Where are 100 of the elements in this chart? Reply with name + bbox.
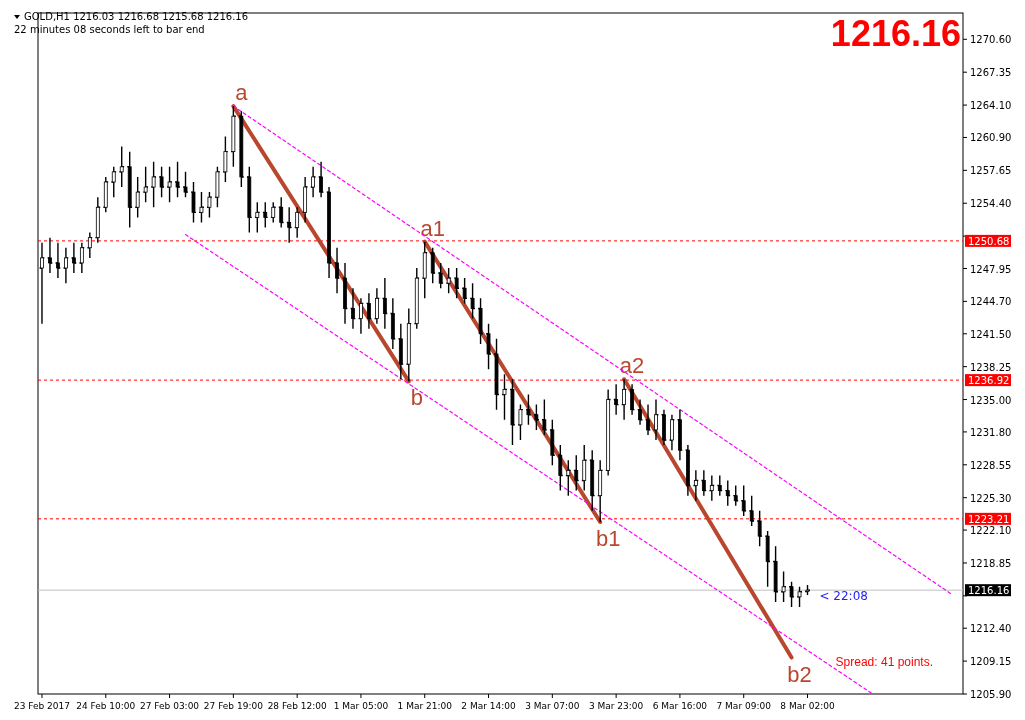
y-tick-label: 1209.15 (970, 656, 1012, 668)
candlestick (622, 378, 626, 421)
candlestick (662, 408, 666, 446)
candlestick (701, 469, 706, 497)
candlestick (87, 231, 92, 259)
candlestick (582, 444, 587, 492)
y-tick-label: 1228.55 (970, 459, 1012, 471)
y-tick-label: 1260.90 (970, 132, 1012, 144)
candlestick (654, 398, 658, 441)
candlestick (630, 383, 634, 416)
candlestick (40, 242, 44, 325)
x-tick-label: 1 Mar 21:00 (397, 701, 453, 711)
ref-line-label: 1223.21 (968, 513, 1010, 525)
candlestick (127, 150, 132, 229)
candlestick (638, 398, 642, 426)
candlestick (494, 338, 499, 411)
annotation: < 22:08 (819, 589, 868, 604)
candlestick (781, 570, 786, 603)
candlestick (335, 247, 339, 294)
y-tick-label: 1241.50 (970, 328, 1012, 340)
x-tick-label: 24 Feb 10:00 (76, 701, 136, 711)
candlestick (223, 135, 228, 183)
candlestick (191, 181, 196, 224)
candlestick (247, 166, 252, 234)
candlestick (693, 469, 698, 502)
candlestick (103, 176, 108, 214)
candlestick (741, 484, 746, 517)
chart-title: GOLD,H1 1216.03 1216.68 1215.68 1216.16 (24, 11, 249, 22)
x-tick-label: 1 Mar 05:00 (333, 701, 389, 711)
y-tick-label: 1264.10 (970, 100, 1012, 112)
candlestick (56, 242, 60, 279)
x-tick-label: 27 Feb 03:00 (140, 701, 200, 711)
candlestick (733, 484, 738, 507)
candlestick (343, 262, 347, 325)
candlestick (678, 408, 682, 461)
x-tick-label: 23 Feb 2017 (13, 701, 70, 711)
candlestick (48, 236, 52, 274)
candlestick (446, 267, 451, 294)
candlestick (295, 206, 300, 239)
candlestick (279, 196, 284, 229)
candlestick (789, 580, 794, 608)
ref-line-label: 1250.68 (968, 235, 1010, 247)
ref-line-label: 1216.16 (968, 585, 1010, 597)
annotation: 1216.16 (830, 13, 961, 54)
candlestick (534, 403, 539, 431)
candlestick (183, 171, 188, 198)
candlestick (64, 247, 68, 284)
y-tick-label: 1247.95 (970, 263, 1012, 275)
candlestick (470, 282, 475, 320)
candlestick (159, 166, 164, 198)
candlestick (231, 105, 236, 168)
candlestick (375, 287, 379, 325)
candlestick (773, 545, 778, 603)
x-tick-label: 2 Mar 14:00 (461, 701, 516, 711)
data-label: a (235, 80, 249, 106)
candlestick (111, 166, 116, 198)
candlestick (717, 474, 722, 497)
candlestick (454, 267, 459, 300)
candlestick (804, 584, 811, 596)
candlestick (462, 277, 467, 305)
candlestick (287, 206, 292, 244)
candlestick (151, 161, 156, 208)
candlestick (414, 267, 419, 330)
y-tick-label: 1257.65 (970, 165, 1012, 177)
x-tick-label: 7 Mar 09:00 (716, 701, 772, 711)
candlestick (646, 403, 650, 436)
x-tick-label: 6 Mar 16:00 (652, 701, 708, 711)
candlestick (351, 287, 355, 330)
candlestick (438, 262, 443, 289)
candlestick (255, 201, 260, 234)
candlestick (271, 201, 276, 224)
candlestick (518, 403, 523, 441)
data-label: b1 (595, 525, 621, 551)
candlestick (95, 196, 100, 244)
candlestick (725, 479, 730, 507)
candlestick (367, 292, 371, 330)
y-tick-label: 1212.40 (970, 623, 1012, 635)
candlestick (502, 373, 507, 421)
annotation: Spread: 41 points. (835, 655, 933, 669)
candlestick (167, 166, 172, 203)
candlestick (199, 191, 204, 224)
candlestick (709, 474, 714, 502)
candlestick (510, 378, 515, 446)
candlestick (422, 240, 427, 300)
candlestick (797, 586, 802, 608)
candlestick (359, 297, 363, 335)
candlestick (175, 161, 180, 198)
y-tick-label: 1218.85 (970, 557, 1012, 569)
ref-line-label: 1236.92 (968, 375, 1010, 387)
data-label: a1 (420, 215, 445, 241)
x-tick-label: 8 Mar 02:00 (780, 701, 835, 711)
candlestick (566, 459, 571, 497)
candlestick (749, 494, 754, 527)
y-tick-label: 1254.40 (970, 198, 1012, 210)
y-tick-label: 1231.80 (970, 426, 1012, 438)
text: 22 minutes 08 seconds left to bar end (14, 24, 205, 35)
candlestick (542, 398, 547, 436)
candlestick (757, 510, 762, 547)
candlestick (382, 277, 387, 330)
candlestick (574, 454, 579, 492)
